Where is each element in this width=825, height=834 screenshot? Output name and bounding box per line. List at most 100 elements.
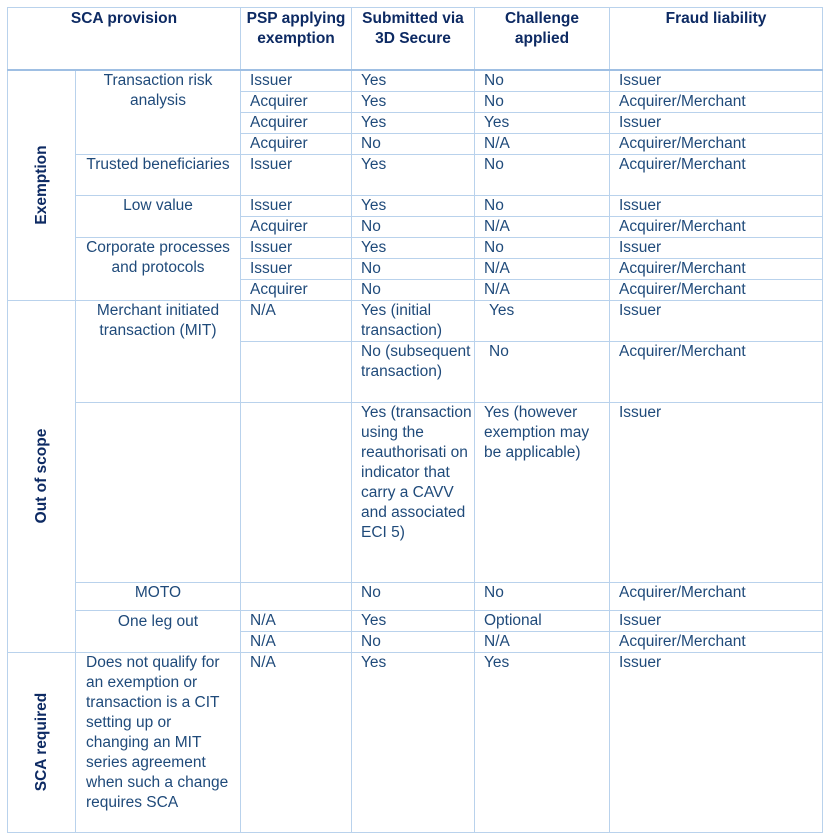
cell: Yes (transaction using the reauthorisati… [351,401,475,583]
cell: No [474,581,610,611]
header-row: SCA provision PSP applying exemption Sub… [7,7,823,71]
cell: Issuer [609,609,823,632]
cell: Yes (initial transaction) [351,299,475,342]
header-psp: PSP applying exemption [240,7,352,71]
header-3ds: Submitted via 3D Secure [351,7,475,71]
cell: Acquirer [240,278,352,301]
cell: No [474,69,610,92]
cell: No [474,90,610,113]
cell: Issuer [609,69,823,92]
cell: Acquirer/Merchant [609,153,823,196]
table-row: Acquirer No N/A Acquirer/Merchant [8,278,823,301]
table-row: SCA required Does not qualify for an exe… [7,651,823,833]
cell: Yes [351,609,475,632]
cell: Yes [351,651,475,833]
table-row: Issuer No N/A Acquirer/Merchant [8,257,823,280]
cell: Acquirer [240,111,352,134]
provision-corporate: Corporate processes and protocols [75,236,241,301]
group-label: Exemption [32,145,50,225]
cell: Acquirer [240,215,352,238]
cell: Issuer [609,111,823,134]
cell: Acquirer/Merchant [609,630,823,653]
cell: N/A [474,257,610,280]
group-sca-required: SCA required [7,651,76,833]
cell: No (subsequent transaction) [351,340,475,403]
cell [240,581,352,611]
table-row: Acquirer No N/A Acquirer/Merchant [8,215,823,238]
cell: N/A [474,132,610,155]
table-row: Exemption Transaction risk analysis Issu… [7,69,823,301]
cell: Acquirer/Merchant [609,90,823,113]
cell: Yes [474,111,610,134]
cell: Yes [474,299,610,342]
cell: N/A [474,630,610,653]
cell: No [474,153,610,196]
cell: Issuer [240,69,352,92]
cell: No [351,581,475,611]
cell: Yes [351,194,475,217]
provision-mit: Merchant initiated transaction (MIT) [75,299,241,403]
cell: Yes [351,90,475,113]
table-row: No (subsequent transaction) No Acquirer/Me… [8,340,823,403]
cell: N/A [240,651,352,833]
group-label: Out of scope [32,428,50,524]
cell: Issuer [240,153,352,196]
provision-tra: Transaction risk analysis [75,69,241,155]
cell: Yes [351,111,475,134]
cell: N/A [240,630,352,653]
table-row: Acquirer No N/A Acquirer/Merchant [8,132,823,155]
cell: Optional [474,609,610,632]
cell: Acquirer [240,90,352,113]
cell: No [474,236,610,259]
cell: Acquirer [240,132,352,155]
cell: No [351,215,475,238]
provision-low-value: Low value [75,194,241,238]
cell: Yes (however exemption may be applicable… [474,401,610,583]
group-out-of-scope: Out of scope [7,299,76,653]
cell: N/A [474,278,610,301]
table-row: One leg out N/A Yes Optional Issuer [8,609,823,653]
cell: No [474,340,610,403]
cell: N/A [474,215,610,238]
cell: Issuer [609,401,823,583]
cell: Acquirer/Merchant [609,132,823,155]
provision-trusted: Trusted beneficiaries [75,153,241,196]
cell: No [351,630,475,653]
header-challenge: Challenge applied [474,7,610,71]
cell: Yes [351,153,475,196]
sca-liability-table: SCA provision PSP applying exemption Sub… [7,7,823,833]
table-row: Yes (transaction using the reauthorisati… [8,401,823,583]
table-row: MOTO No No Acquirer/Merchant [8,581,823,611]
cell: Yes [351,69,475,92]
cell: Issuer [240,194,352,217]
cell: Issuer [609,651,823,833]
cell: Acquirer/Merchant [609,257,823,280]
cell: No [474,194,610,217]
cell: Issuer [609,194,823,217]
cell: No [351,257,475,280]
header-liability: Fraud liability [609,7,823,71]
cell: No [351,132,475,155]
group-label: SCA required [32,692,50,792]
cell: Issuer [609,236,823,259]
cell: Issuer [240,236,352,259]
provision-moto: MOTO [75,581,241,611]
cell [240,340,352,403]
cell: N/A [240,609,352,632]
cell: Acquirer/Merchant [609,278,823,301]
provision-one-leg-out: One leg out [75,609,241,653]
cell: N/A [240,299,352,342]
header-sca-provision: SCA provision [7,7,241,71]
cell: Acquirer/Merchant [609,215,823,238]
group-exemption: Exemption [7,69,76,301]
cell [240,401,352,583]
cell: Acquirer/Merchant [609,340,823,403]
table-row: Corporate processes and protocols Issuer… [8,236,823,301]
cell: Acquirer/Merchant [609,581,823,611]
table-row: Low value Issuer Yes No Issuer [8,194,823,238]
cell: Issuer [609,299,823,342]
cell: Yes [351,236,475,259]
table-row: Trusted beneficiaries Issuer Yes No Acquire… [8,153,823,196]
cell: Yes [474,651,610,833]
table-row: Out of scope Merchant initiated transact… [7,299,823,653]
